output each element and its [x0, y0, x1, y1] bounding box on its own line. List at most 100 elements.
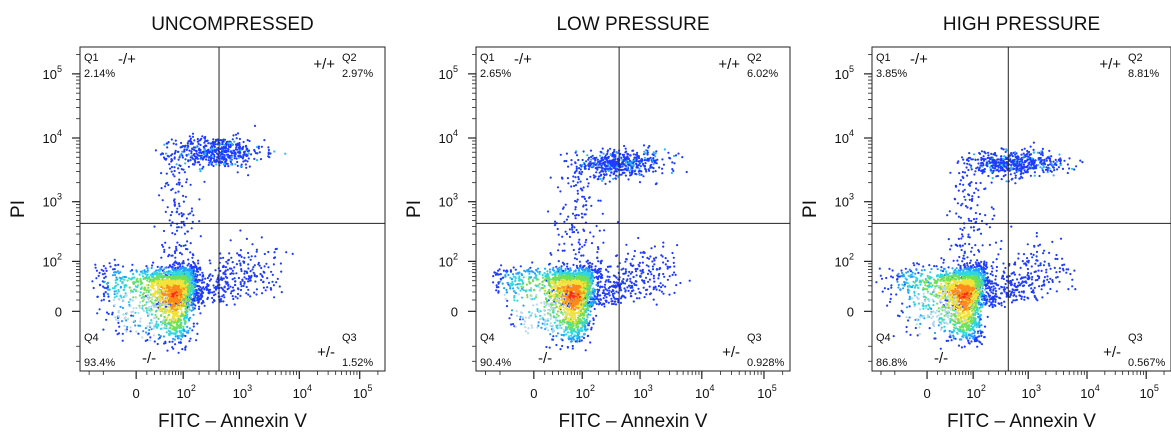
scatter-point: [188, 149, 191, 152]
scatter-point: [572, 175, 575, 178]
scatter-point: [574, 176, 577, 179]
scatter-point: [601, 212, 604, 215]
scatter-point: [158, 306, 162, 309]
scatter-point: [492, 281, 495, 284]
scatter-point: [193, 273, 196, 276]
scatter-point: [240, 163, 243, 166]
scatter-point: [232, 289, 235, 292]
scatter-point: [607, 301, 610, 304]
scatter-point: [561, 249, 564, 252]
scatter-point: [162, 245, 165, 248]
scatter-point: [578, 172, 581, 175]
scatter-point: [563, 160, 566, 163]
scatter-point: [180, 283, 183, 286]
scatter-point: [154, 313, 157, 317]
scatter-point: [163, 270, 166, 273]
scatter-point: [170, 290, 174, 293]
scatter-point: [176, 226, 179, 229]
scatter-point: [243, 276, 246, 279]
scatter-point: [231, 278, 234, 281]
scatter-point: [157, 304, 160, 307]
scatter-point: [263, 271, 266, 274]
scatter-point: [619, 297, 623, 300]
scatter-point: [163, 303, 166, 306]
scatter-point: [185, 283, 189, 286]
scatter-point: [566, 262, 569, 265]
scatter-point: [187, 285, 190, 288]
scatter-point: [191, 220, 194, 223]
scatter-point: [242, 140, 245, 144]
scatter-point: [173, 250, 176, 253]
scatter-point: [212, 155, 215, 159]
scatter-point: [182, 325, 185, 328]
scatter-point: [539, 314, 542, 317]
scatter-point: [194, 161, 197, 164]
scatter-point: [194, 281, 198, 284]
scatter-point: [158, 292, 161, 295]
scatter-point: [165, 270, 168, 273]
scatter-point: [211, 274, 214, 277]
scatter-point: [567, 215, 570, 218]
scatter-point: [178, 205, 181, 208]
scatter-point: [567, 337, 570, 340]
scatter-point: [564, 230, 567, 233]
scatter-point: [235, 263, 238, 266]
scatter-point: [672, 261, 675, 264]
scatter-point: [610, 285, 613, 288]
scatter-point: [124, 316, 127, 319]
scatter-point: [173, 166, 176, 169]
scatter-point: [593, 294, 596, 298]
scatter-point: [227, 283, 230, 286]
scatter-point: [146, 279, 149, 282]
scatter-point: [200, 154, 203, 157]
scatter-point: [156, 280, 159, 283]
scatter-point: [672, 256, 675, 259]
scatter-point: [638, 173, 641, 177]
scatter-point: [179, 323, 182, 326]
scatter-point: [116, 333, 119, 336]
scatter-point: [153, 305, 156, 309]
scatter-point: [193, 289, 196, 293]
scatter-point: [182, 220, 185, 223]
scatter-point: [225, 149, 228, 153]
scatter-point: [185, 148, 188, 151]
scatter-point: [238, 141, 241, 145]
scatter-point: [160, 298, 163, 301]
scatter-point: [185, 270, 188, 273]
scatter-point: [160, 309, 163, 312]
scatter-point: [117, 272, 120, 275]
scatter-point: [606, 289, 609, 292]
scatter-point: [158, 336, 161, 339]
scatter-point: [165, 291, 168, 294]
scatter-point: [144, 303, 147, 306]
scatter-point: [96, 312, 99, 315]
scatter-point: [162, 312, 165, 315]
scatter-point: [570, 307, 573, 311]
scatter-point: [642, 271, 645, 274]
scatter-point: [192, 293, 195, 296]
scatter-point: [626, 286, 629, 289]
scatter-point: [586, 178, 589, 181]
scatter-point: [122, 288, 126, 292]
scatter-point: [590, 265, 593, 268]
scatter-point: [232, 134, 235, 137]
scatter-point: [629, 262, 632, 265]
scatter-point: [160, 323, 163, 326]
scatter-point: [215, 158, 218, 161]
scatter-point: [175, 306, 178, 309]
scatter-point: [267, 281, 271, 284]
scatter-point: [175, 163, 178, 166]
scatter-point: [173, 169, 176, 173]
scatter-point: [184, 162, 187, 165]
scatter-point: [119, 279, 122, 282]
scatter-point: [141, 272, 144, 275]
scatter-point: [139, 320, 142, 323]
scatter-point: [157, 323, 160, 326]
scatter-point: [119, 305, 122, 308]
scatter-point: [662, 241, 665, 244]
scatter-point: [162, 268, 166, 271]
scatter-point: [581, 158, 584, 162]
scatter-point: [194, 285, 197, 288]
scatter-point: [578, 243, 582, 246]
scatter-point: [646, 256, 649, 259]
